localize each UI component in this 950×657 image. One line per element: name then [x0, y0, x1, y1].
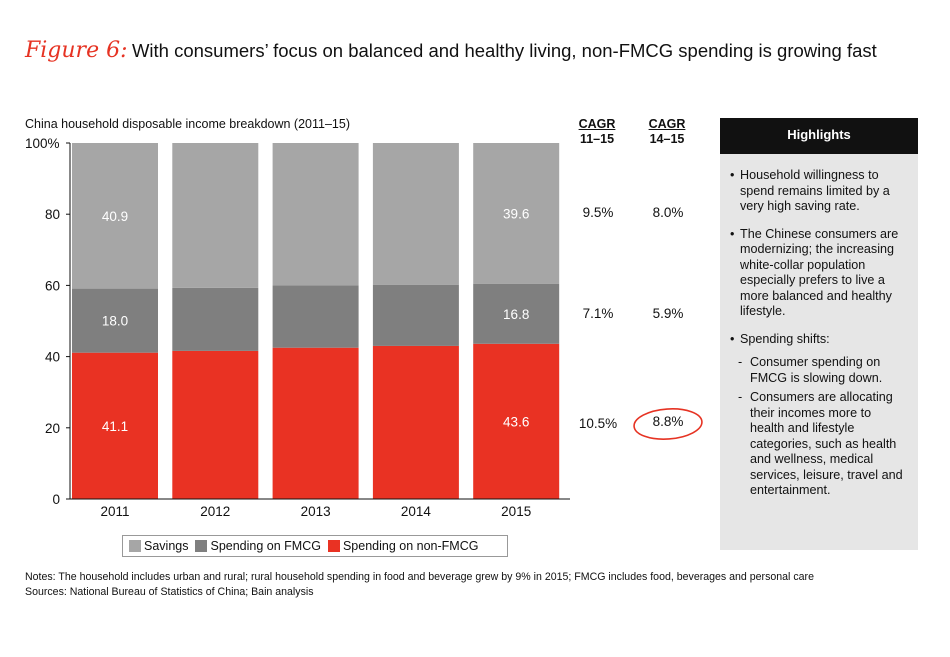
y-tick-label: 0	[52, 492, 60, 507]
bar-segment	[473, 143, 560, 284]
bar-segment	[172, 287, 259, 351]
cagr-header-14-15-line1: CAGR	[648, 117, 686, 131]
highlights-heading: Highlights	[720, 118, 918, 154]
cagr-fmcg-14-15: 5.9%	[652, 306, 684, 321]
bar-segment	[72, 143, 158, 289]
bar-data-label: 43.6	[503, 414, 529, 429]
x-tick-label: 2011	[100, 504, 129, 519]
bar-segment	[172, 350, 259, 499]
cagr-non-fmcg-11-15: 10.5%	[578, 416, 618, 431]
highlight-text-3: Spending shifts:	[740, 331, 830, 346]
chart-legend: Savings Spending on FMCG Spending on non…	[122, 535, 508, 557]
highlight-sub-text-1: Consumer spending on FMCG is slowing dow…	[750, 355, 883, 385]
cagr-header-11-15: CAGR 11–15	[572, 117, 622, 147]
cagr-savings-14-15: 8.0%	[652, 205, 684, 220]
cagr-fmcg-11-15: 7.1%	[582, 306, 614, 321]
legend-swatch-non-fmcg	[327, 540, 340, 552]
dash-icon: -	[738, 355, 743, 369]
bar-data-label: 39.6	[503, 206, 529, 221]
highlight-sub-bullet: - Consumer spending on FMCG is slowing d…	[730, 355, 908, 386]
legend-label-fmcg: Spending on FMCG	[210, 539, 321, 553]
highlight-bullet: • The Chinese consumers are modernizing;…	[730, 227, 908, 320]
sources-line: Sources: National Bureau of Statistics o…	[25, 586, 314, 598]
highlight-circle-icon	[633, 408, 703, 440]
notes-line: Notes: The household includes urban and …	[25, 571, 814, 583]
legend-item-non-fmcg: Spending on non-FMCG	[327, 539, 479, 553]
bullet-dot-icon: •	[730, 226, 735, 241]
cagr-savings-11-15: 9.5%	[582, 205, 614, 220]
y-tick-label: 80	[45, 207, 60, 222]
highlight-bullet: • Spending shifts:	[730, 332, 908, 348]
bar-segment	[473, 343, 560, 499]
cagr-header-14-15: CAGR 14–15	[642, 117, 692, 147]
bar-data-label: 18.0	[102, 314, 128, 329]
y-tick-label: 20	[45, 421, 60, 436]
y-tick-label: 60	[45, 278, 60, 293]
cagr-non-fmcg-14-15: 8.8%	[652, 414, 684, 429]
legend-swatch-fmcg	[195, 540, 208, 552]
legend-item-savings: Savings	[129, 539, 188, 553]
cagr-header-14-15-line2: 14–15	[649, 132, 685, 146]
bar-segment	[72, 288, 158, 353]
highlights-body: • Household willingness to spend remains…	[720, 154, 918, 499]
bar-segment	[372, 284, 459, 346]
x-tick-label: 2012	[200, 504, 230, 519]
highlights-panel: Highlights • Household willingness to sp…	[720, 118, 918, 550]
y-tick-label: 40	[45, 350, 60, 365]
bar-data-label: 16.8	[503, 307, 529, 322]
highlight-sub-text-2: Consumers are allocating their incomes m…	[750, 390, 903, 497]
legend-label-non-fmcg: Spending on non-FMCG	[342, 539, 479, 553]
x-tick-label: 2013	[301, 504, 331, 519]
legend-label-savings: Savings	[144, 539, 189, 553]
x-tick-label: 2014	[401, 504, 432, 519]
dash-icon: -	[738, 390, 743, 404]
bar-data-label: 40.9	[102, 209, 128, 224]
cagr-header-11-15-line1: CAGR	[578, 117, 616, 131]
x-tick-label: 2015	[501, 504, 531, 519]
legend-item-fmcg: Spending on FMCG	[195, 539, 321, 553]
y-tick-label: 100%	[25, 136, 60, 151]
legend-swatch-savings	[129, 540, 141, 552]
bar-segment	[372, 143, 459, 285]
highlight-bullet: • Household willingness to spend remains…	[730, 168, 908, 215]
cagr-header-11-15-line2: 11–15	[579, 132, 615, 146]
bar-segment	[372, 345, 459, 499]
notes: Notes: The household includes urban and …	[25, 570, 814, 600]
bullet-dot-icon: •	[730, 168, 735, 182]
chart-subtitle: China household disposable income breakd…	[25, 117, 350, 131]
highlight-text-2: The Chinese consumers are modernizing; t…	[740, 226, 899, 319]
bar-segment	[473, 283, 560, 344]
bar-segment	[172, 143, 259, 288]
highlight-sub-bullet: - Consumers are allocating their incomes…	[730, 390, 908, 499]
figure-title-row: Figure 6: With consumers’ focus on balan…	[25, 38, 877, 63]
bar-segment	[272, 285, 359, 348]
bar-segment	[72, 352, 158, 499]
highlight-text-1: Household willingness to spend remains l…	[740, 168, 890, 213]
bullet-dot-icon: •	[730, 331, 735, 346]
figure-label: Figure 6:	[25, 38, 128, 63]
bar-segment	[272, 143, 359, 286]
figure-title: With consumers’ focus on balanced and he…	[131, 40, 877, 61]
bar-data-label: 41.1	[102, 419, 128, 434]
bar-segment	[272, 347, 359, 499]
